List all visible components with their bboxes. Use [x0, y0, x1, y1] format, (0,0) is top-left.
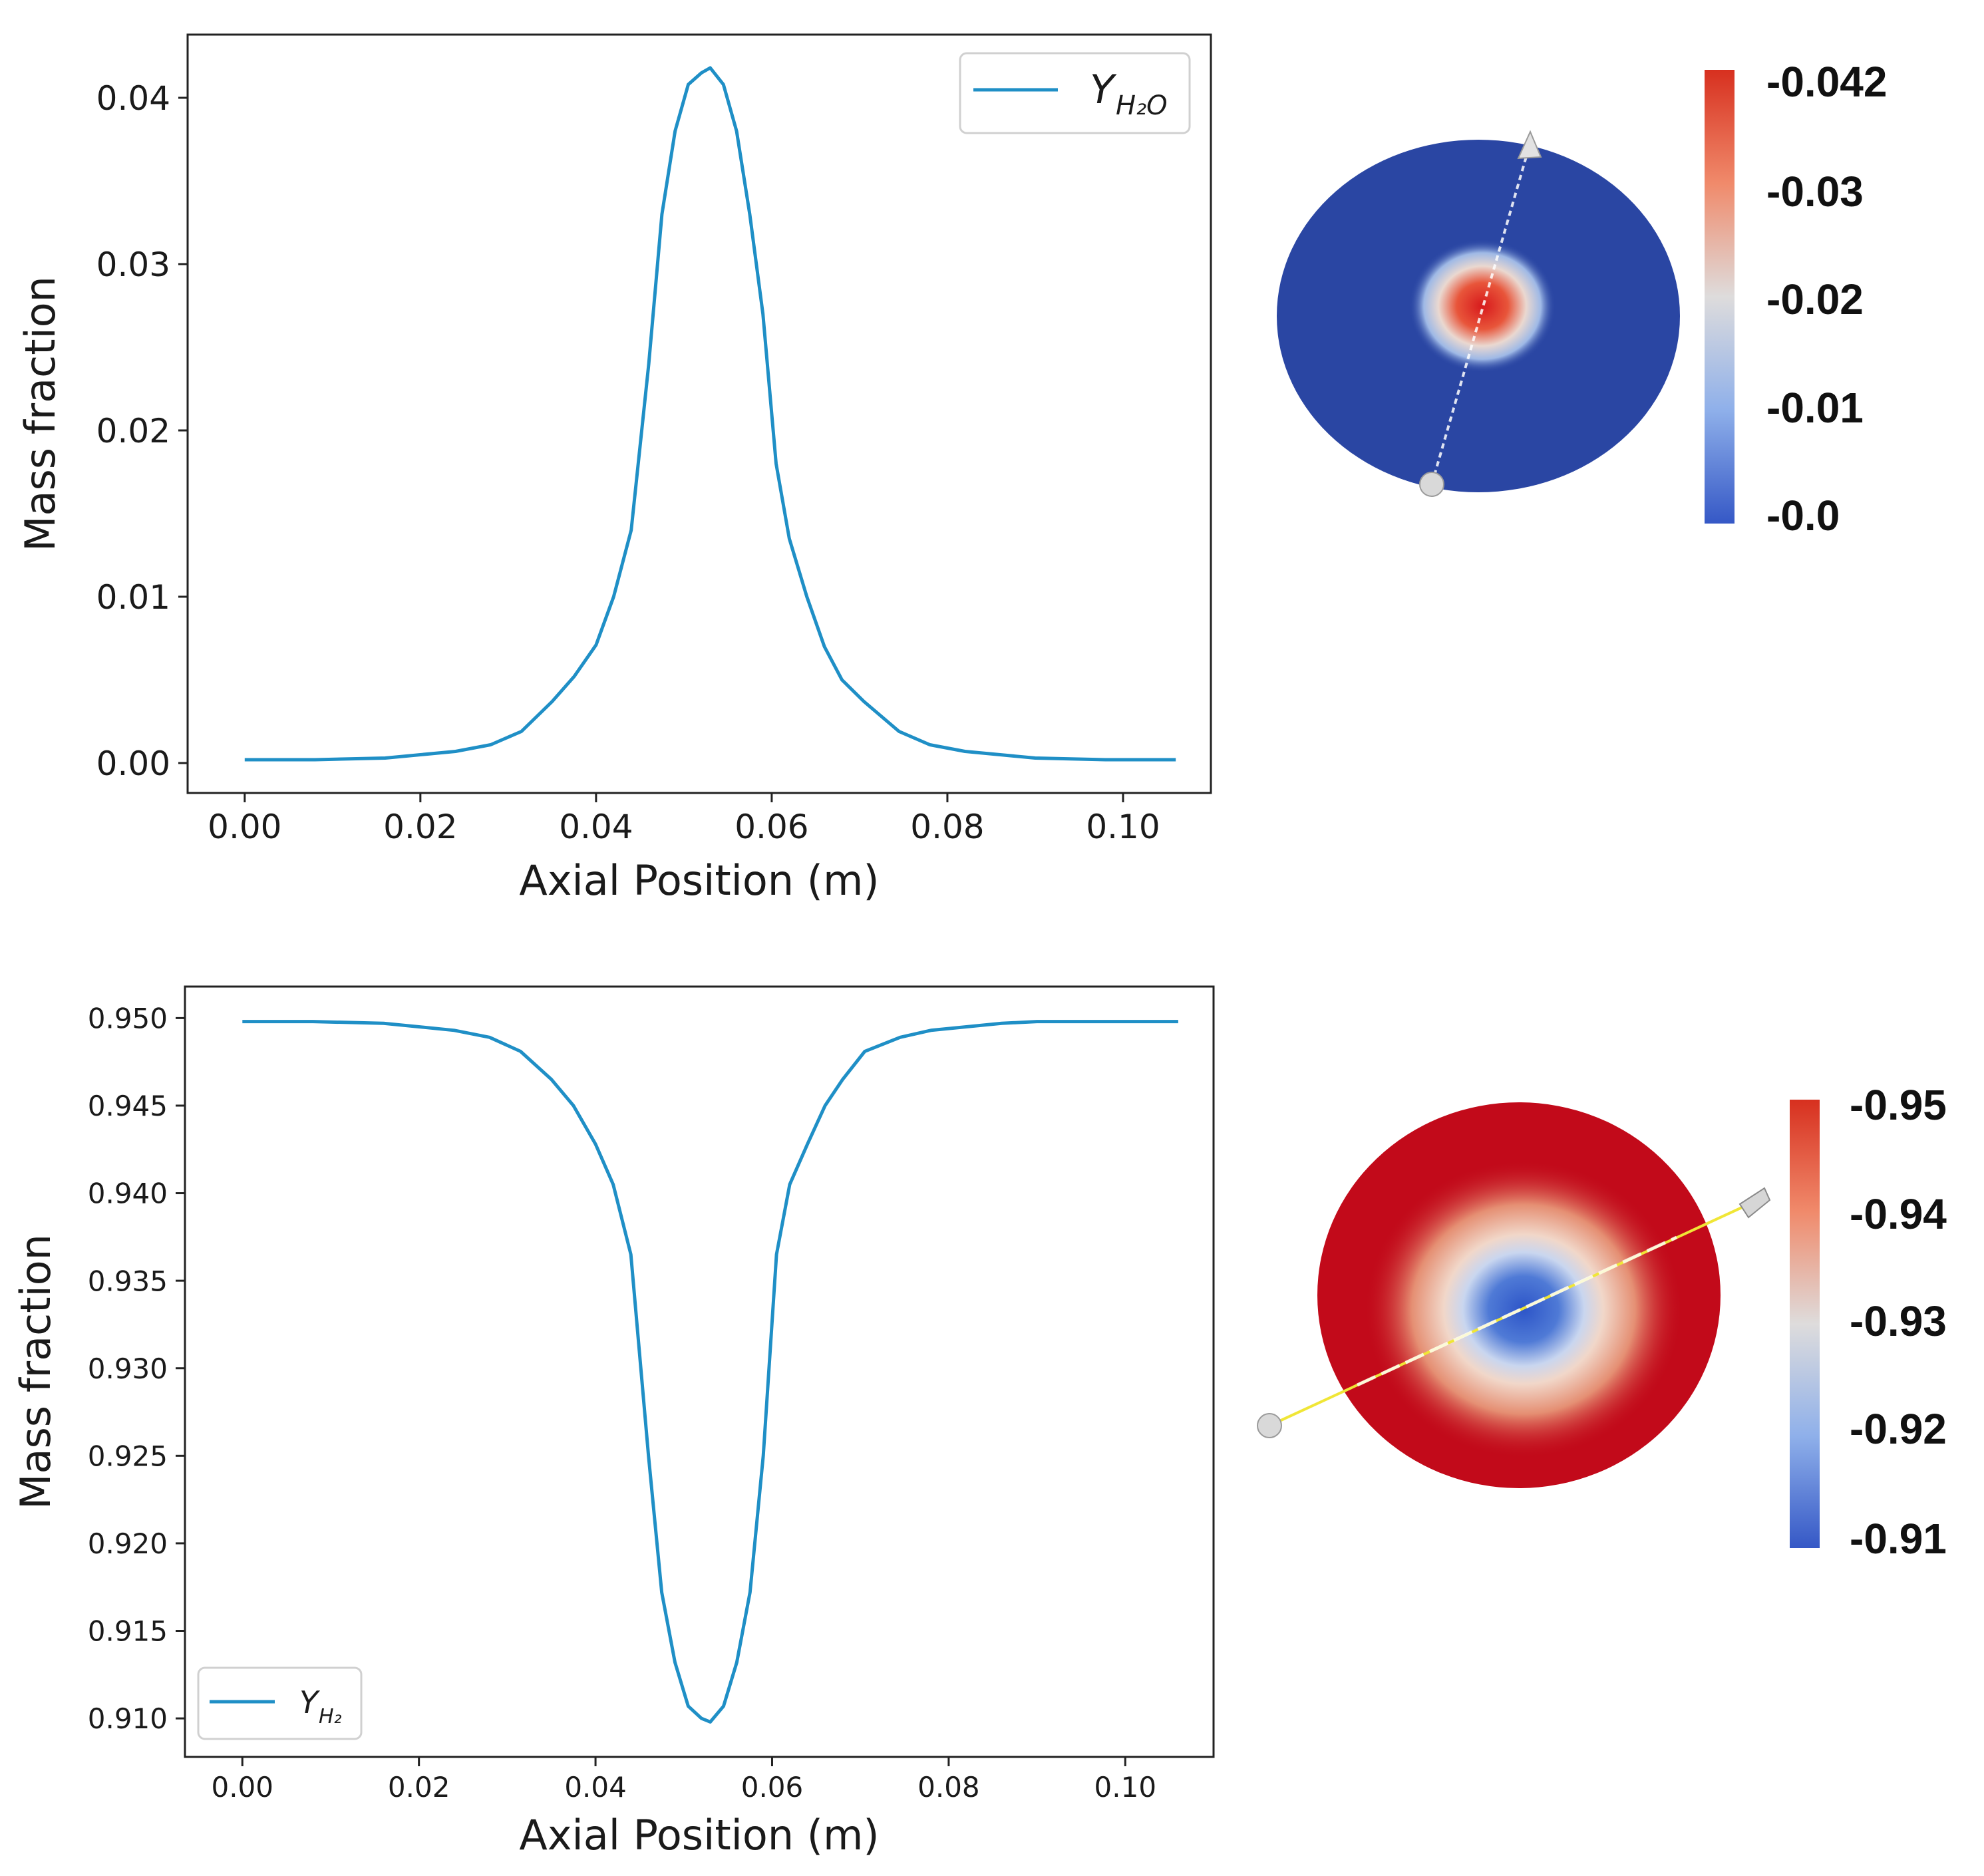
top-contour-probe-end-handle [1517, 130, 1542, 160]
bottom-chart-y-tick-label: 0.925 [88, 1440, 168, 1472]
bottom-colorbar: -0.95 -0.94 -0.93 -0.92 -0.91 [1790, 1081, 1947, 1563]
top-chart-y-tick-label: 0.04 [96, 79, 170, 118]
bottom-contour-view [1257, 1102, 1771, 1488]
top-chart-y-tick-label: 0.02 [96, 412, 170, 450]
top-chart-x-tick-label: 0.08 [910, 808, 984, 846]
bottom-chart-y-ticks: 0.910 0.915 0.920 0.925 0.930 0.935 0.940 0.945… [88, 1002, 185, 1735]
bottom-colorbar-label: -0.94 [1850, 1190, 1947, 1238]
top-colorbar-label: -0.01 [1766, 384, 1864, 432]
top-chart-y-ticks: 0.00 0.01 0.02 0.03 0.04 [96, 79, 188, 783]
top-chart-y-axis-label: Mass fraction [16, 276, 65, 551]
bottom-chart-x-tick-label: 0.08 [917, 1771, 980, 1803]
top-colorbar-label: -0.042 [1766, 58, 1887, 106]
top-chart-x-tick-label: 0.04 [559, 808, 633, 846]
top-contour-view [1277, 130, 1680, 497]
top-chart-legend-box [959, 52, 1191, 134]
bottom-chart-y-tick-label: 0.940 [88, 1177, 168, 1210]
bottom-chart-y-tick-label: 0.945 [88, 1090, 168, 1122]
top-chart: 0.00 0.02 0.04 0.06 0.08 0.10 0.000.010.020.0… [16, 33, 1212, 905]
bottom-chart-x-tick-label: 0.00 [211, 1771, 273, 1803]
top-chart-x-axis-label: Axial Position (m) [519, 856, 879, 905]
bottom-chart-series-line [242, 1020, 1178, 1724]
bottom-chart-x-axis-label: Axial Position (m) [519, 1811, 879, 1859]
bottom-chart-y-tick-label: 0.935 [88, 1265, 168, 1297]
top-chart-x-tick-label: 0.00 [208, 808, 281, 846]
bottom-chart-x-tick-label: 0.02 [388, 1771, 450, 1803]
bottom-chart-x-tick-label: 0.10 [1094, 1771, 1157, 1803]
bottom-colorbar-gradient [1790, 1100, 1820, 1548]
bottom-chart-y-tick-label: 0.915 [88, 1615, 168, 1648]
top-chart-x-tick-label: 0.02 [383, 808, 457, 846]
top-chart-y-tick-label: 0.00 [96, 744, 170, 783]
bottom-colorbar-label: -0.95 [1850, 1081, 1947, 1129]
bottom-colorbar-label: -0.93 [1850, 1297, 1947, 1345]
top-colorbar-label: -0.03 [1766, 168, 1864, 216]
top-chart-x-tick-label: 0.06 [735, 808, 808, 846]
bottom-contour-probe-line-inner [1356, 1235, 1678, 1387]
bottom-chart-y-tick-label: 0.920 [88, 1527, 168, 1560]
top-chart-legend-subscript: H₂O [1116, 90, 1168, 121]
bottom-chart-x-tick-label: 0.04 [564, 1771, 627, 1803]
top-contour-probe-start-handle [1419, 472, 1444, 497]
top-colorbar-gradient [1705, 70, 1735, 524]
bottom-chart: 0.00 0.02 0.04 0.06 0.08 0.10 0.910 0.915 0.920… [11, 985, 1215, 1859]
bottom-contour-probe-start-handle [1257, 1413, 1282, 1438]
bottom-colorbar-label: -0.92 [1850, 1405, 1947, 1453]
top-chart-y-tick-label: 0.03 [96, 245, 170, 284]
bottom-colorbar-label: -0.91 [1850, 1515, 1947, 1563]
top-colorbar-label: -0.0 [1766, 492, 1840, 540]
top-colorbar: -0.042 -0.03 -0.02 -0.01 -0.0 [1705, 58, 1887, 540]
bottom-chart-legend: Y H₂ [197, 1666, 363, 1740]
top-contour-hotspot [1409, 239, 1556, 373]
top-contour-probe-line [1430, 149, 1530, 485]
top-chart-x-tick-label: 0.10 [1086, 808, 1160, 846]
bottom-chart-y-tick-label: 0.930 [88, 1352, 168, 1385]
bottom-chart-axes-frame [184, 985, 1215, 1758]
bottom-chart-y-axis-label: Mass fraction [11, 1234, 60, 1509]
top-chart-axes-frame [186, 33, 1212, 794]
bottom-chart-legend-subscript: H₂ [319, 1705, 342, 1728]
bottom-chart-legend-label: Y [299, 1684, 321, 1720]
bottom-chart-y-tick-label: 0.950 [88, 1002, 168, 1034]
bottom-contour-probe-end-handle [1738, 1187, 1771, 1219]
top-chart-legend-label: Y [1090, 67, 1117, 113]
top-chart-x-ticks: 0.00 0.02 0.04 0.06 0.08 0.10 [208, 793, 1160, 846]
bottom-chart-legend-box [197, 1666, 363, 1740]
top-chart-y-tick-label: 0.01 [96, 578, 170, 617]
top-chart-legend: Y H₂O [959, 52, 1191, 134]
bottom-chart-x-ticks: 0.00 0.02 0.04 0.06 0.08 0.10 [211, 1757, 1156, 1803]
bottom-chart-y-tick-label: 0.910 [88, 1702, 168, 1735]
top-chart-series-line [244, 66, 1176, 762]
bottom-chart-x-tick-label: 0.06 [741, 1771, 804, 1803]
top-colorbar-label: -0.02 [1766, 275, 1864, 323]
